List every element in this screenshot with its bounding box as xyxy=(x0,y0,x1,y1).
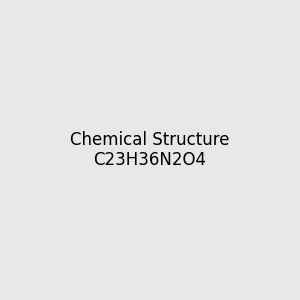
Text: Chemical Structure
C23H36N2O4: Chemical Structure C23H36N2O4 xyxy=(70,130,230,170)
